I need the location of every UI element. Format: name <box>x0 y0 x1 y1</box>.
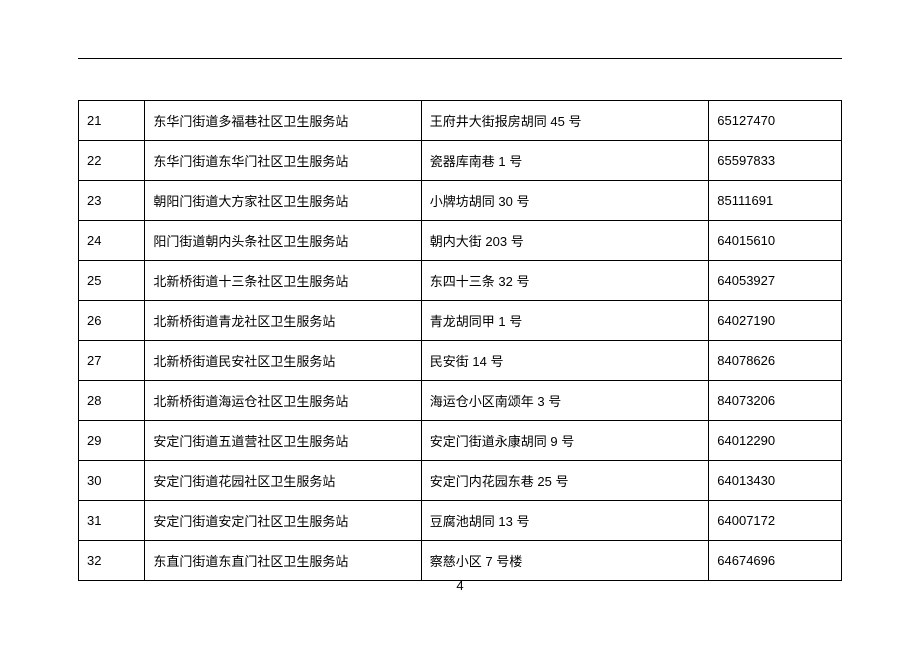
table-cell: 北新桥街道青龙社区卫生服务站 <box>145 301 421 341</box>
table-cell: 朝内大街 203 号 <box>421 221 709 261</box>
table-cell: 小牌坊胡同 30 号 <box>421 181 709 221</box>
page-number: 4 <box>0 578 920 593</box>
table-cell: 22 <box>79 141 145 181</box>
table-cell: 民安街 14 号 <box>421 341 709 381</box>
table-cell: 青龙胡同甲 1 号 <box>421 301 709 341</box>
table-cell: 64015610 <box>709 221 842 261</box>
table-row: 27北新桥街道民安社区卫生服务站民安街 14 号84078626 <box>79 341 842 381</box>
table-cell: 64013430 <box>709 461 842 501</box>
table-cell: 21 <box>79 101 145 141</box>
table-cell: 朝阳门街道大方家社区卫生服务站 <box>145 181 421 221</box>
table-cell: 64027190 <box>709 301 842 341</box>
table-cell: 安定门街道永康胡同 9 号 <box>421 421 709 461</box>
table-cell: 豆腐池胡同 13 号 <box>421 501 709 541</box>
table-row: 22东华门街道东华门社区卫生服务站瓷器库南巷 1 号65597833 <box>79 141 842 181</box>
table-cell: 东直门街道东直门社区卫生服务站 <box>145 541 421 581</box>
table-cell: 65127470 <box>709 101 842 141</box>
table-cell: 瓷器库南巷 1 号 <box>421 141 709 181</box>
table-cell: 王府井大街报房胡同 45 号 <box>421 101 709 141</box>
data-table-container: 21东华门街道多福巷社区卫生服务站王府井大街报房胡同 45 号651274702… <box>78 100 842 581</box>
table-cell: 28 <box>79 381 145 421</box>
table-row: 29安定门街道五道营社区卫生服务站安定门街道永康胡同 9 号64012290 <box>79 421 842 461</box>
table-cell: 27 <box>79 341 145 381</box>
header-divider <box>78 58 842 59</box>
table-row: 23朝阳门街道大方家社区卫生服务站小牌坊胡同 30 号85111691 <box>79 181 842 221</box>
table-row: 26北新桥街道青龙社区卫生服务站青龙胡同甲 1 号64027190 <box>79 301 842 341</box>
table-cell: 84078626 <box>709 341 842 381</box>
table-cell: 64007172 <box>709 501 842 541</box>
table-row: 25北新桥街道十三条社区卫生服务站东四十三条 32 号64053927 <box>79 261 842 301</box>
data-table: 21东华门街道多福巷社区卫生服务站王府井大街报房胡同 45 号651274702… <box>78 100 842 581</box>
table-cell: 29 <box>79 421 145 461</box>
table-cell: 64674696 <box>709 541 842 581</box>
table-cell: 65597833 <box>709 141 842 181</box>
table-cell: 东四十三条 32 号 <box>421 261 709 301</box>
table-cell: 31 <box>79 501 145 541</box>
table-cell: 25 <box>79 261 145 301</box>
table-cell: 安定门内花园东巷 25 号 <box>421 461 709 501</box>
table-cell: 安定门街道安定门社区卫生服务站 <box>145 501 421 541</box>
table-cell: 84073206 <box>709 381 842 421</box>
table-row: 30安定门街道花园社区卫生服务站安定门内花园东巷 25 号64013430 <box>79 461 842 501</box>
table-row: 32东直门街道东直门社区卫生服务站察慈小区 7 号楼64674696 <box>79 541 842 581</box>
table-cell: 北新桥街道十三条社区卫生服务站 <box>145 261 421 301</box>
table-cell: 23 <box>79 181 145 221</box>
table-row: 28北新桥街道海运仓社区卫生服务站海运仓小区南颂年 3 号84073206 <box>79 381 842 421</box>
table-cell: 64053927 <box>709 261 842 301</box>
table-cell: 32 <box>79 541 145 581</box>
table-cell: 64012290 <box>709 421 842 461</box>
table-cell: 安定门街道五道营社区卫生服务站 <box>145 421 421 461</box>
table-cell: 30 <box>79 461 145 501</box>
table-cell: 海运仓小区南颂年 3 号 <box>421 381 709 421</box>
table-row: 31安定门街道安定门社区卫生服务站豆腐池胡同 13 号64007172 <box>79 501 842 541</box>
table-cell: 阳门街道朝内头条社区卫生服务站 <box>145 221 421 261</box>
table-cell: 北新桥街道海运仓社区卫生服务站 <box>145 381 421 421</box>
table-row: 24阳门街道朝内头条社区卫生服务站朝内大街 203 号64015610 <box>79 221 842 261</box>
table-cell: 东华门街道多福巷社区卫生服务站 <box>145 101 421 141</box>
table-cell: 北新桥街道民安社区卫生服务站 <box>145 341 421 381</box>
table-row: 21东华门街道多福巷社区卫生服务站王府井大街报房胡同 45 号65127470 <box>79 101 842 141</box>
table-cell: 26 <box>79 301 145 341</box>
table-cell: 24 <box>79 221 145 261</box>
table-cell: 85111691 <box>709 181 842 221</box>
table-cell: 察慈小区 7 号楼 <box>421 541 709 581</box>
table-cell: 东华门街道东华门社区卫生服务站 <box>145 141 421 181</box>
table-cell: 安定门街道花园社区卫生服务站 <box>145 461 421 501</box>
